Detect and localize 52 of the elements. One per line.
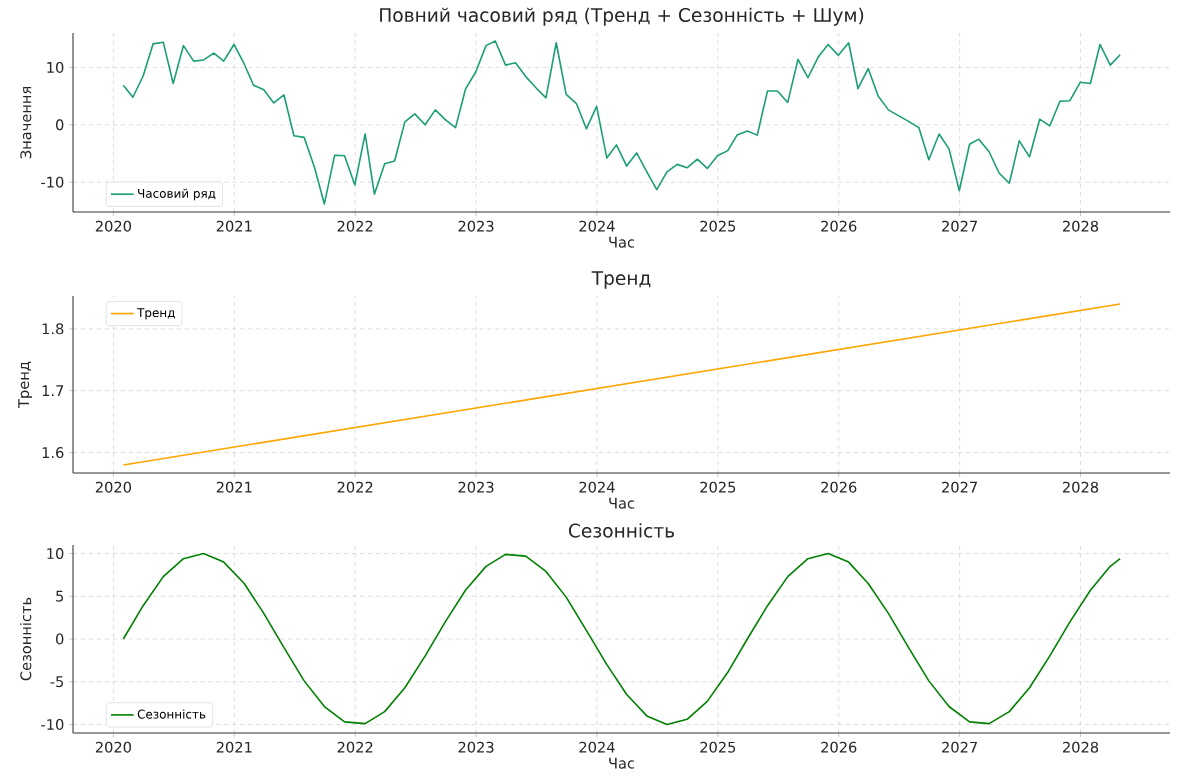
x-tick-label: 2027 — [942, 741, 977, 753]
y-tick-label: 1.8 — [42, 323, 64, 335]
y-axis-title: Значення — [20, 87, 32, 159]
x-axis-title: Час — [609, 236, 635, 248]
x-axis-title: Час — [609, 757, 635, 769]
x-tick-label: 2020 — [95, 741, 132, 753]
x-tick-label: 2023 — [458, 481, 494, 493]
y-tick-label: 10 — [47, 548, 64, 560]
x-tick-label: 2027 — [942, 481, 977, 493]
y-tick-label: 0 — [56, 119, 64, 131]
x-tick-label: 2025 — [700, 481, 736, 493]
x-tick-label: 2026 — [821, 481, 857, 493]
chart-title: Повний часовий ряд (Тренд + Сезонність + Шум) — [380, 7, 864, 26]
chart-title: Тренд — [591, 271, 651, 289]
x-tick-label: 2025 — [700, 741, 736, 753]
y-tick-label: 1.7 — [42, 385, 64, 397]
x-tick-label: 2022 — [337, 741, 373, 753]
x-tick-label: 2024 — [579, 220, 615, 232]
legend-label: Сезонність — [137, 709, 206, 719]
x-tick-label: 2021 — [216, 220, 252, 232]
y-tick-label: -10 — [41, 718, 64, 730]
x-tick-label: 2021 — [216, 741, 252, 753]
x-tick-label: 2020 — [95, 481, 132, 493]
x-tick-label: 2023 — [458, 741, 494, 753]
y-tick-label: 0 — [56, 633, 64, 645]
x-tick-label: 2028 — [1062, 220, 1099, 232]
x-tick-label: 2028 — [1062, 741, 1099, 753]
y-tick-label: -5 — [50, 676, 64, 688]
line-series — [122, 552, 1121, 726]
x-axis-title: Час — [609, 497, 635, 509]
x-tick-label: 2026 — [821, 220, 857, 232]
x-tick-label: 2024 — [579, 481, 615, 493]
x-tick-label: 2021 — [216, 481, 252, 493]
x-tick-label: 2028 — [1062, 481, 1099, 493]
x-tick-label: 2025 — [700, 220, 736, 232]
x-tick-label: 2027 — [942, 220, 977, 232]
x-tick-label: 2022 — [337, 220, 373, 232]
x-tick-label: 2026 — [821, 741, 857, 753]
y-axis-title: Сезонність — [20, 597, 32, 681]
x-tick-label: 2022 — [337, 481, 373, 493]
x-tick-label: 2024 — [579, 741, 615, 753]
x-tick-label: 2023 — [458, 220, 494, 232]
chart-title: Сезонність — [568, 523, 675, 538]
legend-label: Часовий ряд — [138, 188, 216, 201]
legend-label: Тренд — [137, 308, 175, 320]
y-tick-label: -10 — [41, 176, 64, 188]
x-tick-label: 2020 — [95, 220, 132, 232]
y-tick-label: 10 — [47, 61, 64, 73]
y-tick-label: 1.6 — [42, 447, 64, 459]
line-series — [122, 40, 1121, 205]
y-axis-title: Тренд — [18, 361, 32, 408]
y-tick-label: 5 — [56, 590, 64, 602]
